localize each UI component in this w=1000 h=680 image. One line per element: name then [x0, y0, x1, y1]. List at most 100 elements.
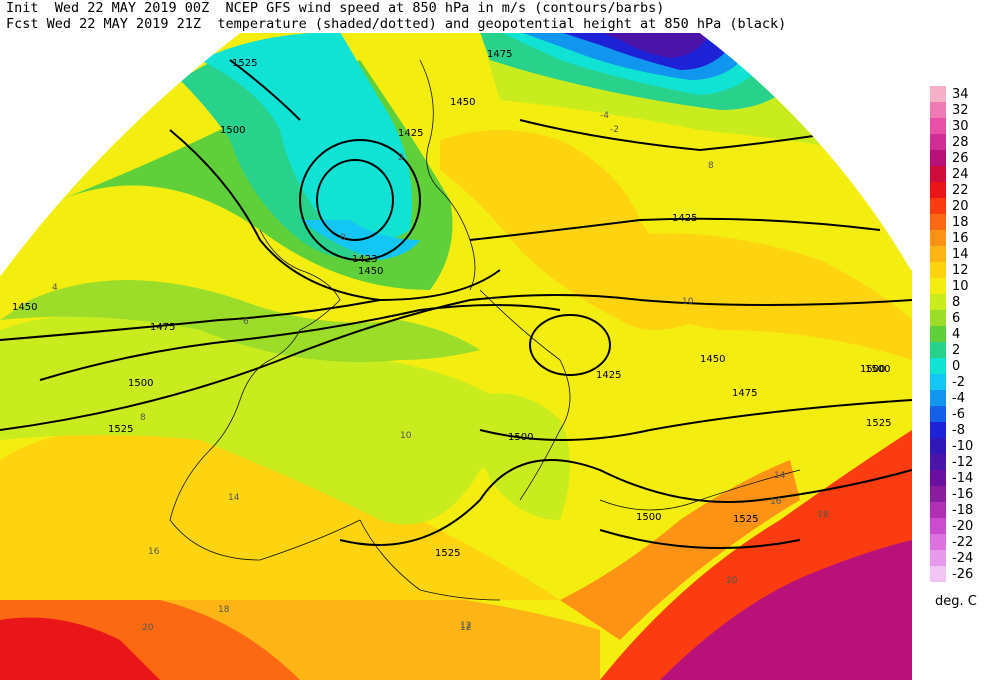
legend-row: 30	[930, 118, 1000, 134]
legend-label: 28	[952, 135, 969, 150]
legend-row: -16	[930, 486, 1000, 502]
temp-label: 12	[460, 623, 471, 633]
legend-label: 18	[952, 215, 969, 230]
height-label: 1525	[866, 418, 891, 429]
height-label: 1500	[128, 378, 153, 389]
legend-row: -24	[930, 550, 1000, 566]
legend-swatch	[930, 534, 946, 550]
temp-label: 10	[682, 297, 694, 307]
temp-label: 20	[726, 576, 738, 586]
legend-row: -18	[930, 502, 1000, 518]
legend-swatch	[930, 454, 946, 470]
legend-label: 14	[952, 247, 969, 262]
legend-swatch	[930, 198, 946, 214]
legend-row: 0	[930, 358, 1000, 374]
height-label: 1525	[232, 58, 257, 69]
legend-label: -24	[952, 551, 974, 566]
height-label: 1450	[12, 302, 37, 313]
legend-swatch	[930, 310, 946, 326]
legend-label: -22	[952, 535, 974, 550]
legend-row: 26	[930, 150, 1000, 166]
legend-swatch	[930, 342, 946, 358]
legend-label: -26	[952, 567, 974, 582]
temp-label: 16	[770, 497, 782, 507]
legend-label: 34	[952, 87, 969, 102]
legend-row: -6	[930, 406, 1000, 422]
temp-label: 18	[218, 605, 230, 615]
legend-row: -12	[930, 454, 1000, 470]
legend-swatch	[930, 438, 946, 454]
legend-label: 26	[952, 151, 969, 166]
legend-label: 8	[952, 295, 961, 310]
temp-label: 20	[142, 623, 154, 633]
legend-label: 6	[952, 311, 961, 326]
legend-row: 2	[930, 342, 1000, 358]
color-legend: 34 32 30 28 26 24 22 20 18 16 14 12 10 8 6 4 2 0 -2 -4 -6 -8-…	[930, 86, 1000, 582]
height-label: 1425	[672, 213, 697, 224]
legend-swatch	[930, 550, 946, 566]
legend-label: -20	[952, 519, 974, 534]
header-init-line: Init Wed 22 MAY 2019 00Z NCEP GFS wind s…	[6, 0, 665, 16]
height-label: 1450	[450, 97, 475, 108]
temp-label: 18	[817, 510, 829, 520]
legend-label: 10	[952, 279, 969, 294]
legend-row: 8	[930, 294, 1000, 310]
height-label: 1423	[352, 254, 377, 265]
coastlines	[169, 59, 801, 601]
legend-row: -4	[930, 390, 1000, 406]
legend-row: -20	[930, 518, 1000, 534]
height-label: 1475	[487, 49, 512, 60]
legend-swatch	[930, 486, 946, 502]
legend-swatch	[930, 246, 946, 262]
legend-row: 22	[930, 182, 1000, 198]
height-label: 1525	[435, 548, 460, 559]
legend-label: 32	[952, 103, 969, 118]
legend-row: 20	[930, 198, 1000, 214]
legend-swatch	[930, 390, 946, 406]
legend-row: -10	[930, 438, 1000, 454]
header-fcst-line: Fcst Wed 22 MAY 2019 21Z temperature (sh…	[6, 16, 787, 32]
legend-row: 32	[930, 102, 1000, 118]
legend-label: 4	[952, 327, 961, 342]
temperature-labels: 4 6 8 10 12 14 16 18 20 2 0 -2 -4 8 10 1…	[52, 111, 829, 633]
legend-unit-label: deg. C	[935, 594, 977, 609]
legend-label: 22	[952, 183, 969, 198]
legend-swatch	[930, 182, 946, 198]
legend-swatch	[930, 150, 946, 166]
legend-swatch	[930, 358, 946, 374]
temp-label: 14	[774, 471, 786, 481]
legend-row: 16	[930, 230, 1000, 246]
legend-swatch	[930, 502, 946, 518]
legend-row: 14	[930, 246, 1000, 262]
legend-swatch	[930, 230, 946, 246]
legend-row: 4	[930, 326, 1000, 342]
legend-swatch	[930, 406, 946, 422]
legend-label: 12	[952, 263, 969, 278]
legend-label: -16	[952, 487, 974, 502]
legend-row: 34	[930, 86, 1000, 102]
temp-label: 0	[340, 233, 346, 243]
legend-swatch	[930, 374, 946, 390]
legend-label: 2	[952, 343, 961, 358]
legend-swatch	[930, 134, 946, 150]
temp-label: 8	[708, 161, 714, 171]
legend-row: 6	[930, 310, 1000, 326]
legend-swatch	[930, 262, 946, 278]
legend-label: -12	[952, 455, 974, 470]
legend-label: 0	[952, 359, 961, 374]
chart-header: Init Wed 22 MAY 2019 00Z NCEP GFS wind s…	[6, 0, 786, 32]
legend-label: -4	[952, 391, 965, 406]
temp-label: 6	[243, 317, 249, 327]
height-label: 1500	[865, 364, 890, 375]
legend-label: 24	[952, 167, 969, 182]
legend-swatch	[930, 518, 946, 534]
legend-swatch	[930, 326, 946, 342]
height-label: 1500	[860, 364, 885, 375]
temp-label: 16	[148, 547, 160, 557]
legend-swatch	[930, 166, 946, 182]
temp-label: 14	[228, 493, 240, 503]
height-label: 1500	[636, 512, 661, 523]
legend-label: -18	[952, 503, 974, 518]
legend-swatch	[930, 214, 946, 230]
height-label: 1475	[150, 322, 175, 333]
